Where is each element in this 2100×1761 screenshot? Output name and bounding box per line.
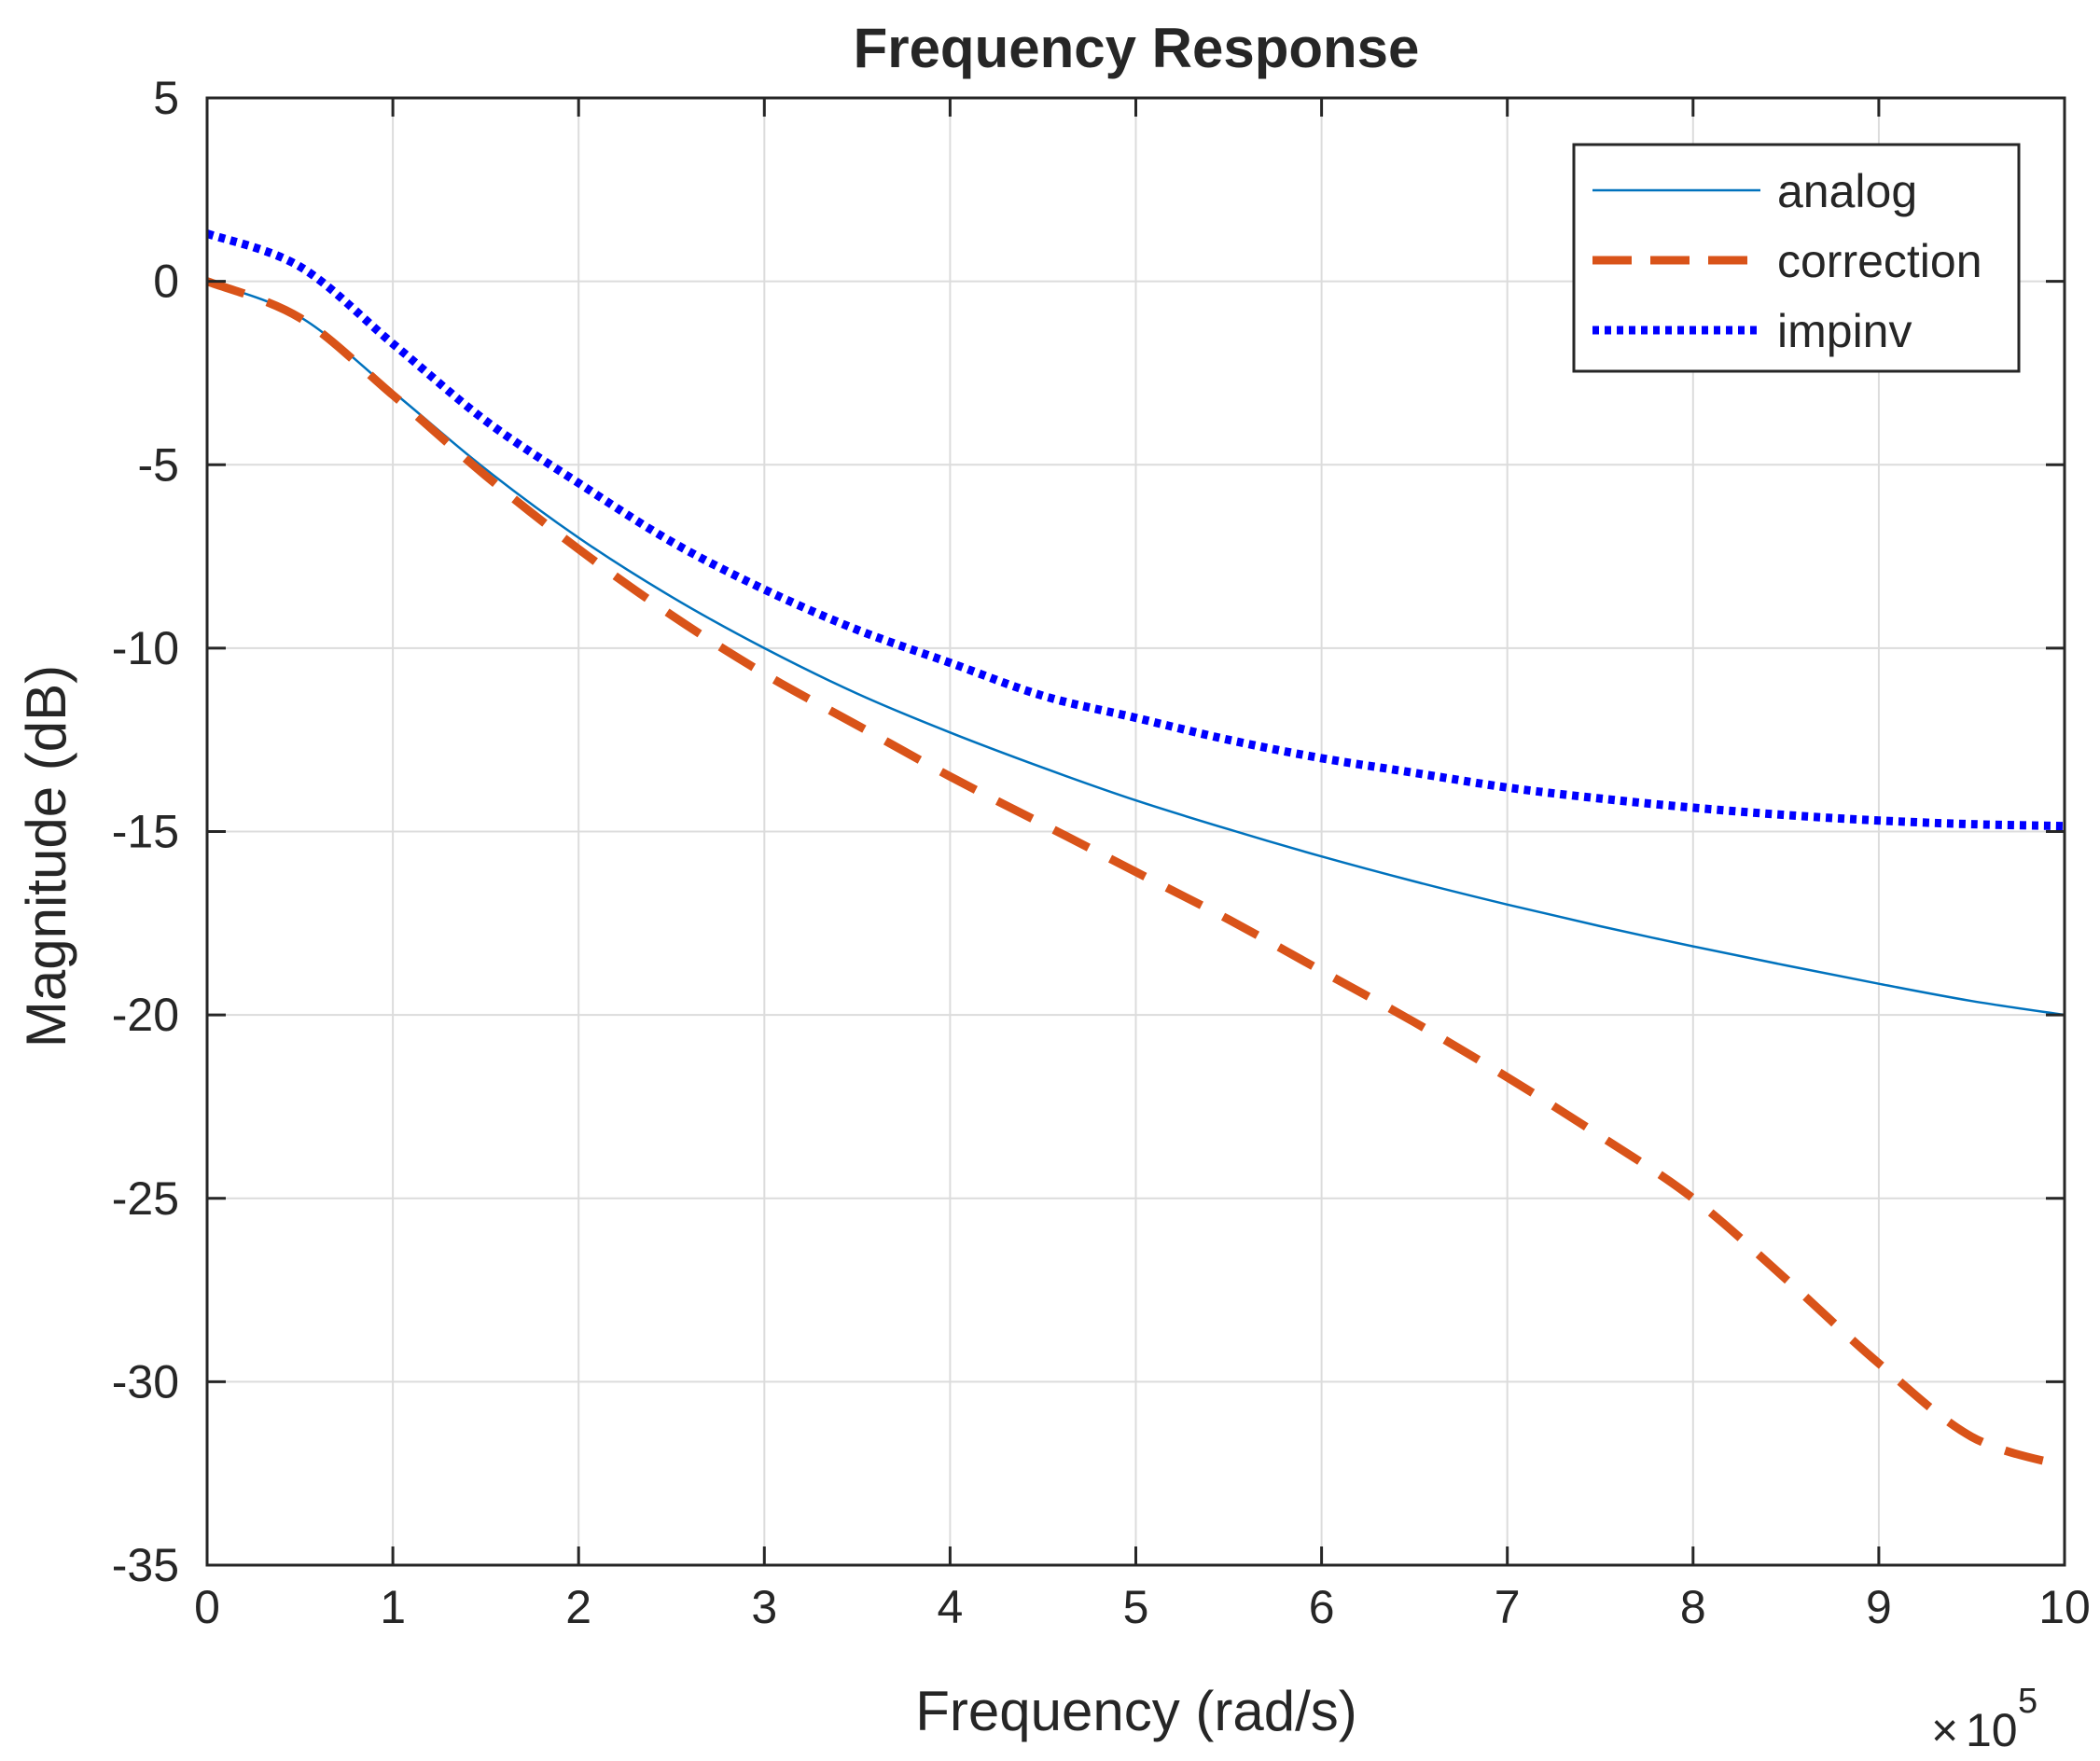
x-tick-label: 0 (194, 1581, 220, 1633)
x-tick-label: 6 (1309, 1581, 1335, 1633)
legend: analog correction impinv (1572, 143, 2021, 373)
series-line-correction (205, 277, 2066, 1471)
exponent-power: 5 (2018, 1682, 2037, 1721)
y-tick-label: -30 (112, 1355, 179, 1407)
x-tick-label: 3 (751, 1581, 777, 1633)
chart-title: Frequency Response (854, 17, 1420, 79)
y-tick-label: -20 (112, 989, 179, 1041)
y-tick-label: -25 (112, 1172, 179, 1225)
series-line-impinv (205, 229, 2065, 831)
y-tick-label: -15 (112, 806, 179, 858)
y-tick-label: -35 (112, 1539, 179, 1591)
x-tick-label: 9 (1866, 1581, 1892, 1633)
legend-label-impinv: impinv (1777, 305, 1912, 357)
x-tick-label: 8 (1680, 1581, 1706, 1633)
series-layer (205, 229, 2066, 1471)
x-tick-label: 1 (380, 1581, 406, 1633)
x-tick-label: 5 (1123, 1581, 1149, 1633)
legend-box (1572, 143, 2021, 373)
y-tick-label: 0 (153, 256, 179, 308)
x-axis-label: Frequency (rad/s) (915, 1680, 1357, 1742)
exponent-times-symbol: × (1931, 1704, 1958, 1756)
x-tick-label: 2 (565, 1581, 591, 1633)
x-tick-label: 10 (2038, 1581, 2091, 1633)
ticks: 0 1 2 3 4 5 6 7 8 9 10 5 0 -5 -10 -15 -20 -25 -30 -35 (112, 72, 2091, 1633)
legend-label-correction: correction (1777, 235, 1982, 287)
y-tick-label: -5 (138, 438, 179, 491)
legend-label-analog: analog (1777, 165, 1917, 217)
x-tick-label: 7 (1495, 1581, 1521, 1633)
y-tick-label: -10 (112, 622, 179, 674)
x-axis-exponent: × 10 5 (1931, 1682, 2037, 1756)
exponent-base: 10 (1966, 1704, 2018, 1756)
y-axis-label: Magnitude (dB) (15, 665, 77, 1047)
x-tick-label: 4 (937, 1581, 963, 1633)
series-line-analog (206, 280, 2065, 1017)
y-tick-label: 5 (153, 72, 179, 124)
